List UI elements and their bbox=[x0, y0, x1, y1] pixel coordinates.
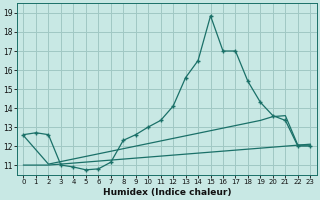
X-axis label: Humidex (Indice chaleur): Humidex (Indice chaleur) bbox=[103, 188, 231, 197]
